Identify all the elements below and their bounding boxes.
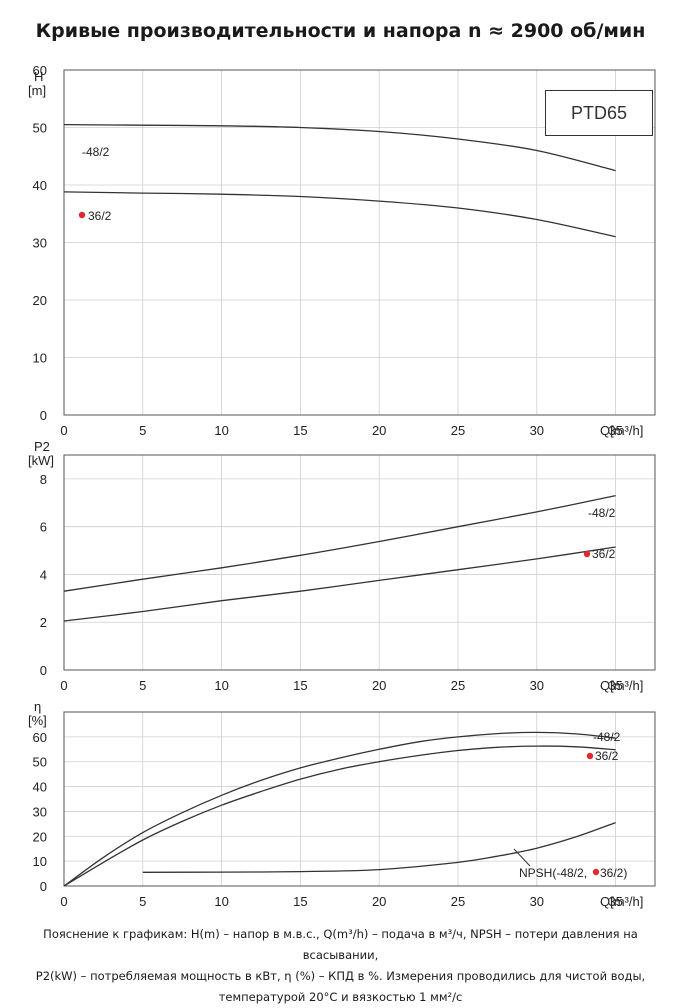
efficiency-y-tick-label: 40 — [33, 780, 47, 795]
head-y-axis-label: H — [34, 69, 43, 84]
efficiency-y-tick-label: 30 — [33, 804, 47, 819]
head-y-axis-unit: [m] — [28, 83, 46, 98]
efficiency-x-tick-label: 15 — [293, 894, 307, 909]
power-y-tick-label: 6 — [40, 520, 47, 535]
efficiency-series-marker-dot — [592, 868, 600, 876]
efficiency-series-label-part: 36/2) — [600, 866, 627, 880]
head-y-tick-label: 20 — [33, 293, 47, 308]
power-y-axis-unit: [kW] — [28, 453, 54, 468]
footnote-line-3: температурой 20°С и вязкостью 1 мм²/с — [218, 990, 463, 1004]
head-series-marker-dot — [78, 211, 86, 219]
efficiency-x-axis-label: Q[m³/h] — [600, 894, 643, 909]
power-y-tick-label: 2 — [40, 615, 47, 630]
head-plot-frame — [63, 69, 656, 416]
efficiency-series-line — [63, 731, 616, 887]
head-x-tick-label: 35 — [608, 423, 622, 438]
power-series-line — [63, 546, 616, 622]
efficiency-y-tick-label: 10 — [33, 854, 47, 869]
head-x-tick-label: 20 — [372, 423, 386, 438]
head-series-line — [63, 123, 616, 172]
efficiency-x-tick-label: 30 — [530, 894, 544, 909]
head-y-tick-label: 0 — [40, 408, 47, 423]
power-y-tick-label: 0 — [40, 663, 47, 678]
power-x-tick-label: 10 — [214, 678, 228, 693]
power-y-tick-label: 8 — [40, 472, 47, 487]
efficiency-y-axis-unit: [%] — [28, 713, 47, 728]
head-series-line — [63, 191, 616, 238]
head-y-tick-label: 50 — [33, 121, 47, 136]
footnote-line-1: Пояснение к графикам: H(m) – напор в м.в… — [43, 927, 638, 962]
head-x-tick-label: 25 — [451, 423, 465, 438]
efficiency-series-label: 36/2 — [595, 749, 619, 763]
efficiency-y-tick-label: 50 — [33, 755, 47, 770]
power-x-tick-label: 5 — [139, 678, 146, 693]
efficiency-series-label: NPSH(-48/2, — [519, 866, 587, 880]
power-series-marker-dot — [583, 550, 591, 558]
head-series-label: 36/2 — [88, 209, 112, 223]
head-y-tick-label: 30 — [33, 236, 47, 251]
efficiency-y-axis-label: η — [34, 699, 41, 714]
power-x-axis-label: Q[m³/h] — [600, 678, 643, 693]
power-x-tick-label: 35 — [608, 678, 622, 693]
power-x-tick-label: 15 — [293, 678, 307, 693]
model-label: PTD65 — [570, 102, 628, 123]
efficiency-x-tick-label: 0 — [60, 894, 67, 909]
head-y-tick-label: 40 — [33, 178, 47, 193]
power-y-axis-label: P2 — [34, 439, 50, 454]
power-plot-frame — [63, 454, 656, 671]
efficiency-x-tick-label: 20 — [372, 894, 386, 909]
efficiency-y-tick-label: 60 — [33, 730, 47, 745]
efficiency-plot-frame — [63, 711, 656, 887]
power-x-tick-label: 25 — [451, 678, 465, 693]
head-y-tick-label: 60 — [33, 63, 47, 78]
power-y-tick-label: 4 — [40, 567, 47, 582]
efficiency-x-tick-label: 10 — [214, 894, 228, 909]
efficiency-series-label: -48/2 — [593, 730, 621, 744]
power-series-label: -48/2 — [588, 506, 616, 520]
head-x-tick-label: 30 — [530, 423, 544, 438]
npsh-leader-line — [513, 848, 531, 867]
model-label-box: PTD65 — [545, 90, 653, 136]
page-title: Кривые производительности и напора n ≈ 2… — [35, 20, 646, 42]
efficiency-series-line — [63, 745, 616, 887]
head-x-axis-label: Q[m³/h] — [600, 423, 643, 438]
efficiency-x-tick-label: 35 — [608, 894, 622, 909]
efficiency-y-tick-label: 20 — [33, 829, 47, 844]
efficiency-x-tick-label: 5 — [139, 894, 146, 909]
power-x-tick-label: 20 — [372, 678, 386, 693]
head-y-tick-label: 10 — [33, 351, 47, 366]
efficiency-x-tick-label: 25 — [451, 894, 465, 909]
efficiency-series-marker-dot — [586, 752, 594, 760]
footnote-line-2: P2(kW) – потребляемая мощность в кВт, η … — [35, 969, 646, 983]
power-series-label: 36/2 — [592, 547, 616, 561]
head-x-tick-label: 0 — [60, 423, 67, 438]
efficiency-series-line — [142, 821, 616, 873]
head-x-tick-label: 15 — [293, 423, 307, 438]
head-x-tick-label: 5 — [139, 423, 146, 438]
power-x-tick-label: 30 — [530, 678, 544, 693]
power-series-line — [63, 494, 616, 592]
footnote: Пояснение к графикам: H(m) – напор в м.в… — [20, 924, 661, 1008]
efficiency-y-tick-label: 0 — [40, 879, 47, 894]
power-x-tick-label: 0 — [60, 678, 67, 693]
head-x-tick-label: 10 — [214, 423, 228, 438]
head-series-label: -48/2 — [82, 145, 110, 159]
